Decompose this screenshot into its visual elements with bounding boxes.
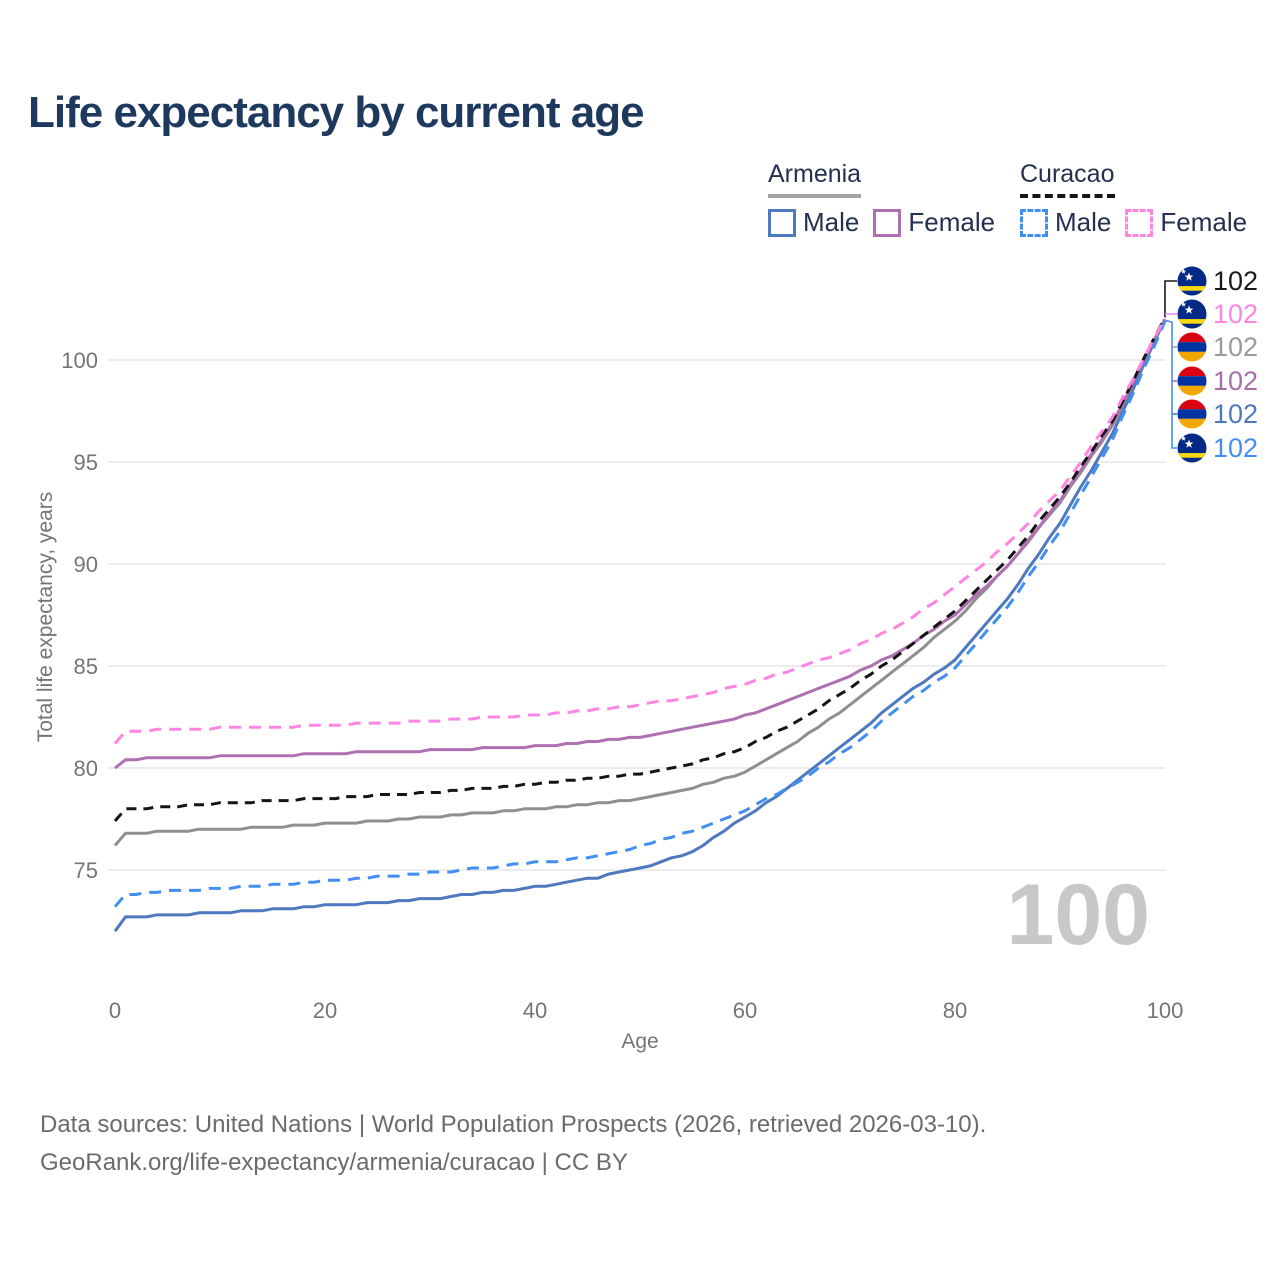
legend-country-curacao[interactable]: Curacao bbox=[1020, 160, 1115, 198]
y-tick-label-90: 90 bbox=[74, 552, 98, 577]
end-value-label: 102 bbox=[1213, 299, 1258, 329]
y-tick-label-100: 100 bbox=[61, 348, 98, 373]
series-line-curacao-male[interactable] bbox=[113, 320, 1167, 908]
end-value-label: 102 bbox=[1213, 433, 1258, 463]
legend-item-label: Male bbox=[803, 207, 860, 237]
end-value-label: 102 bbox=[1213, 266, 1258, 296]
leader-line-curacao-male bbox=[1164, 319, 1177, 449]
legend-item-label: Female bbox=[1160, 207, 1248, 237]
x-tick-label-60: 60 bbox=[733, 998, 757, 1023]
legend-item-label: Male bbox=[1055, 207, 1112, 237]
legend-item-curacao-female[interactable]: Female bbox=[1125, 207, 1247, 238]
legend-item-label: Female bbox=[908, 207, 996, 237]
series-line-curacao-both[interactable] bbox=[113, 316, 1167, 822]
flag-icon-armenia bbox=[1177, 399, 1207, 429]
series-line-armenia-both[interactable] bbox=[113, 318, 1167, 847]
flag-icon-armenia bbox=[1177, 332, 1207, 362]
y-tick-label-95: 95 bbox=[74, 450, 98, 475]
x-axis-title: Age bbox=[621, 1030, 658, 1053]
x-tick-label-0: 0 bbox=[109, 998, 121, 1023]
series-line-armenia-male[interactable] bbox=[113, 318, 1167, 933]
leader-line-curacao-both bbox=[1164, 280, 1177, 318]
series-line-curacao-female[interactable] bbox=[113, 317, 1167, 745]
legend-items: Male Female bbox=[1020, 207, 1247, 238]
legend-swatch-icon bbox=[1020, 208, 1048, 237]
y-tick-label-85: 85 bbox=[74, 654, 98, 679]
y-tick-label-75: 75 bbox=[74, 858, 98, 883]
x-tick-label-20: 20 bbox=[313, 998, 337, 1023]
legend-swatch-icon bbox=[1125, 208, 1154, 237]
y-axis-title: Total life expectancy, years bbox=[34, 491, 57, 743]
end-value-label: 102 bbox=[1213, 366, 1258, 396]
footer: Data sources: United Nations | World Pop… bbox=[40, 1106, 986, 1182]
flag-icon-curacao bbox=[1177, 299, 1207, 329]
legend-item-curacao-male[interactable]: Male bbox=[1020, 207, 1111, 238]
flag-icon-curacao bbox=[1177, 433, 1207, 463]
y-tick-label-80: 80 bbox=[74, 756, 98, 781]
legend-swatch-icon bbox=[768, 208, 796, 237]
legend-country-armenia[interactable]: Armenia bbox=[768, 160, 862, 198]
end-value-label: 102 bbox=[1213, 399, 1258, 429]
end-value-label: 102 bbox=[1213, 332, 1258, 362]
legend-item-armenia-female[interactable]: Female bbox=[873, 207, 995, 238]
footer-data-sources: Data sources: United Nations | World Pop… bbox=[40, 1111, 987, 1138]
current-age-watermark: 100 bbox=[1006, 867, 1151, 963]
footer-attribution-link: GeoRank.org/life-expectancy/armenia/cura… bbox=[40, 1149, 628, 1176]
page-title: Life expectancy by current age bbox=[28, 88, 645, 137]
x-tick-label-40: 40 bbox=[523, 998, 547, 1023]
x-tick-label-80: 80 bbox=[943, 998, 967, 1023]
x-tick-label-100: 100 bbox=[1147, 998, 1184, 1023]
flag-icon-armenia bbox=[1177, 366, 1207, 396]
legend-swatch-icon bbox=[873, 208, 902, 237]
series-line-armenia-female[interactable] bbox=[114, 318, 1167, 770]
flag-icon-curacao bbox=[1177, 266, 1207, 296]
legend-group-armenia: Armenia Male Female bbox=[768, 160, 995, 238]
legend-items: Male Female bbox=[768, 207, 995, 238]
legend-group-curacao: Curacao Male Female bbox=[1020, 160, 1247, 238]
legend-item-armenia-male[interactable]: Male bbox=[768, 207, 859, 238]
